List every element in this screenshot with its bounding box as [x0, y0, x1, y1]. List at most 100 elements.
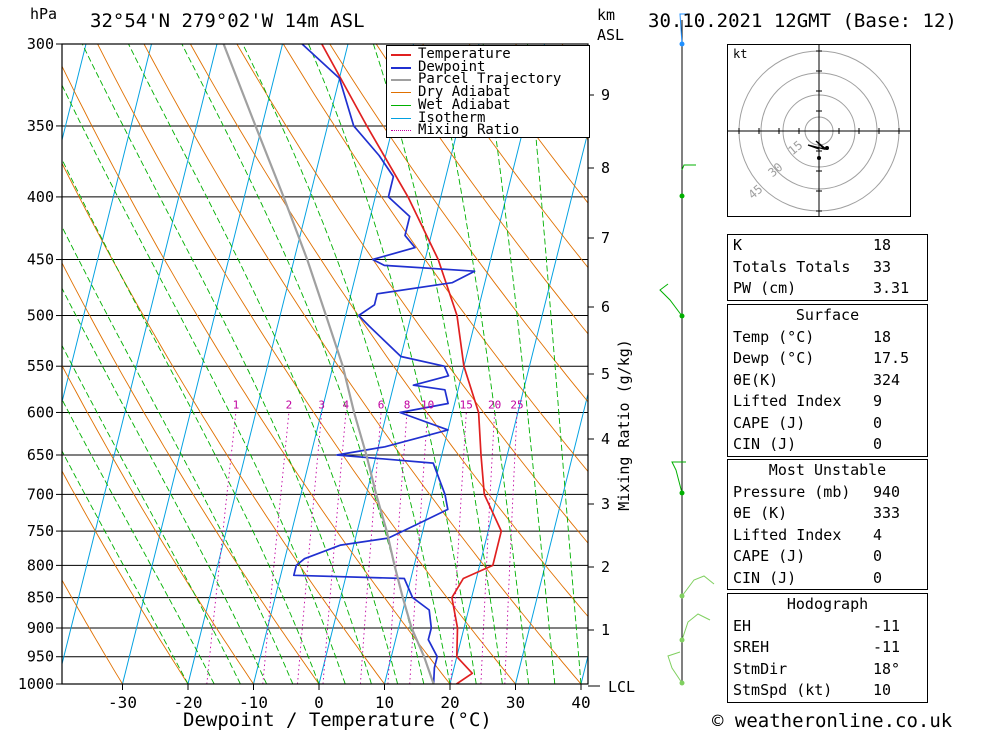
y-tick-label: 900 — [27, 619, 54, 637]
dry-adiabat-line — [329, 44, 588, 403]
row-label: CIN (J) — [733, 435, 797, 453]
row-label: K — [733, 236, 743, 254]
mixing-ratio-tick-label: 25 — [510, 398, 523, 411]
legend-label: Temperature — [418, 46, 511, 62]
wet-adiabat-line — [62, 225, 294, 684]
height-tick-label: 8 — [601, 159, 610, 177]
legend-label: Wet Adiabat — [418, 96, 511, 113]
mixing-ratio-tick-label: 1 — [233, 398, 240, 411]
y-tick-label: 950 — [27, 648, 54, 666]
legend: Temperature Dewpoint Parcel Trajectory Dry … — [386, 45, 590, 138]
table-row: CAPE (J) 0 — [728, 546, 927, 568]
hodograph-table: Hodograph EH -11 SREH -11 StmDir 18° StmSpd (k… — [727, 593, 928, 703]
y-tick-label: 750 — [27, 522, 54, 540]
dry-adiabat-line — [62, 364, 254, 684]
wind-barb — [671, 461, 686, 494]
y-tick-label: 850 — [27, 589, 54, 607]
y-tick-label: 700 — [27, 485, 54, 503]
dry-adiabat-line — [143, 44, 582, 684]
row-label: θE(K) — [733, 370, 779, 389]
x-tick-label: 10 — [375, 693, 394, 712]
table-row: θE(K) 324 — [728, 370, 927, 392]
wet-adiabat-line — [527, 44, 582, 684]
dry-adiabat-line — [282, 44, 588, 473]
x-tick-label: -30 — [108, 693, 137, 712]
table-row: CAPE (J) 0 — [728, 413, 927, 435]
isotherm-line — [62, 44, 218, 667]
row-value: 18 — [873, 327, 892, 346]
table-row: PW (cm) 3.31 — [728, 278, 927, 300]
dry-adiabat-line — [62, 262, 320, 684]
wind-barb — [681, 613, 711, 641]
row-value: -11 — [873, 638, 901, 656]
wet-adiabat-line — [62, 398, 215, 684]
mixing-ratio-tick-label: 8 — [404, 398, 411, 411]
row-label: StmSpd (kt) — [733, 681, 833, 699]
x-tick-label: -10 — [239, 693, 268, 712]
height-tick-label: 1 — [601, 621, 610, 639]
legend-item: Isotherm — [387, 109, 587, 126]
copyright-footer: © weatheronline.co.uk — [712, 710, 953, 732]
row-label: Totals Totals — [733, 257, 851, 276]
row-value: 9 — [873, 392, 883, 410]
legend-swatch — [391, 92, 411, 94]
wet-adiabat-line — [482, 44, 556, 684]
row-label: PW (cm) — [733, 279, 797, 297]
legend-swatch — [391, 104, 411, 106]
wet-adiabat-line — [62, 287, 268, 684]
y-tick-label: 800 — [27, 556, 54, 574]
legend-item: Mixing Ratio — [387, 122, 587, 138]
row-value: -11 — [873, 616, 901, 635]
table-row: SREH -11 — [728, 637, 927, 659]
mixing-ratio-tick-label: 6 — [378, 398, 385, 411]
mixing-ratio-line — [450, 412, 467, 684]
legend-label: Dewpoint — [418, 58, 486, 75]
row-value: 940 — [873, 482, 901, 501]
wind-barb — [659, 283, 683, 317]
plot-frame — [61, 43, 589, 685]
legend-swatch — [391, 117, 411, 119]
table-row: EH -11 — [728, 616, 927, 638]
isotherm-line — [580, 653, 588, 684]
storm-motion-marker — [825, 146, 829, 150]
table-row: CIN (J) 0 — [728, 434, 927, 456]
wet-adiabat-line — [431, 44, 530, 684]
row-value: 3.31 — [873, 279, 910, 297]
legend-label: Isotherm — [418, 109, 486, 126]
wind-barb — [681, 575, 715, 597]
wet-adiabat-line — [62, 158, 320, 684]
x-axis-title: Dewpoint / Temperature (°C) — [183, 709, 492, 731]
y-tick-label: 600 — [27, 403, 54, 421]
wind-barb — [667, 651, 683, 684]
row-value: 333 — [873, 504, 901, 522]
mixing-ratio-line — [359, 412, 382, 684]
legend-label: Parcel Trajectory — [418, 71, 562, 88]
height-tick-label: 5 — [601, 365, 610, 383]
row-value: 0 — [873, 413, 883, 432]
legend-label: Dry Adiabat — [418, 84, 511, 101]
dry-adiabat-line — [236, 44, 588, 544]
wet-adiabat-line — [62, 344, 241, 684]
row-label: EH — [733, 616, 752, 635]
row-label: CAPE (J) — [733, 547, 806, 565]
height-tick-label: 3 — [601, 495, 610, 513]
most-unstable-table: Most Unstable Pressure (mb) 940 θE (K) 333 L… — [727, 459, 928, 590]
isotherm-line — [187, 44, 349, 684]
row-value: 18° — [873, 659, 901, 678]
table-row: Pressure (mb) 940 — [728, 482, 927, 504]
parcel-trajectory-curve — [222, 44, 435, 684]
legend-swatch — [391, 79, 411, 82]
row-label: Temp (°C) — [733, 327, 815, 346]
mixing-ratio-line — [409, 412, 429, 684]
isotherm-line — [384, 44, 545, 684]
row-label: θE (K) — [733, 504, 788, 522]
isotherm-line — [253, 44, 414, 684]
row-label: CIN (J) — [733, 568, 797, 587]
isotherm-line — [449, 129, 588, 684]
mixing-ratio-line — [262, 412, 290, 684]
x-tick-label: 0 — [314, 693, 324, 712]
table-row: K 18 — [728, 235, 927, 257]
height-tick-label: 9 — [601, 86, 610, 104]
wet-adiabat-line — [181, 44, 425, 684]
hodograph-ring-label: 15 — [785, 138, 805, 158]
